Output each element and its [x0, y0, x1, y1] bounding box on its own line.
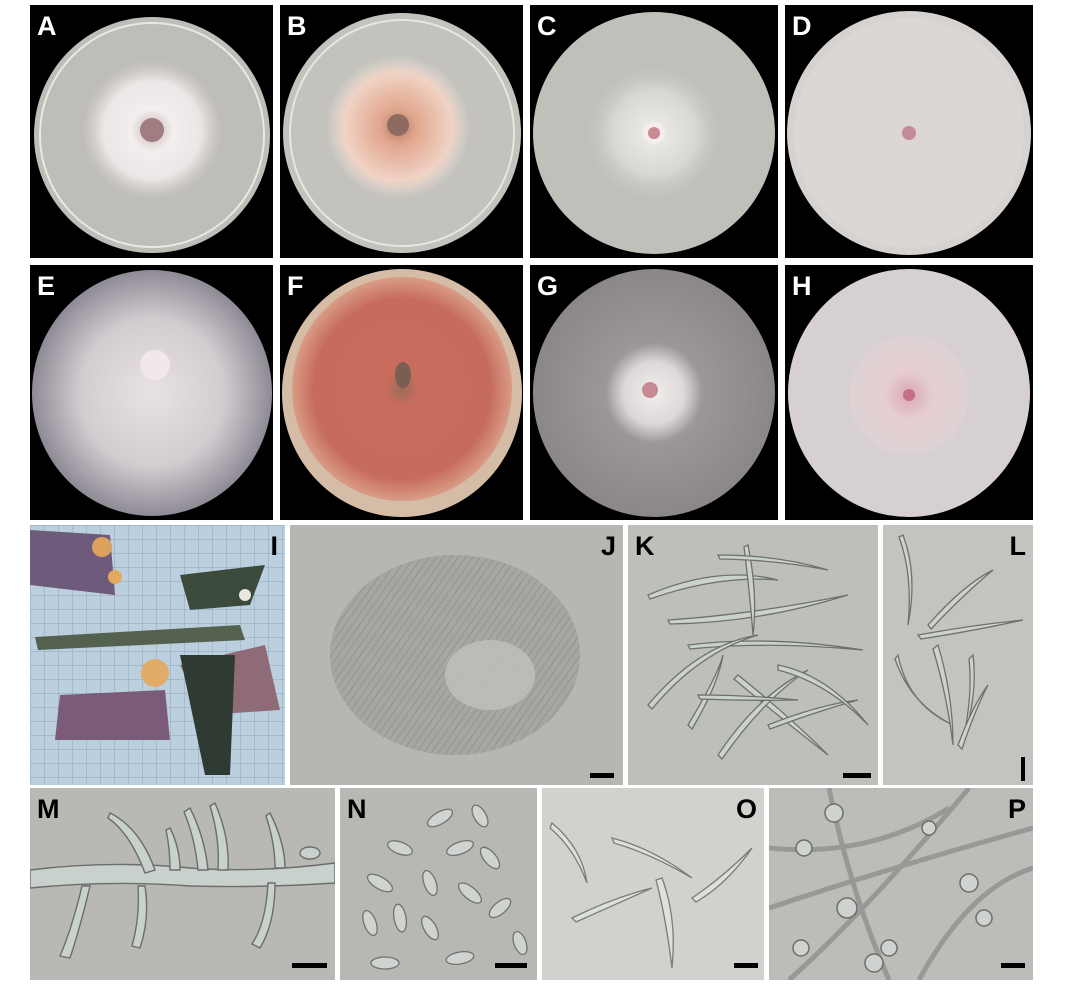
panel-label-c: C — [537, 11, 557, 41]
petri-dish-photo-c — [533, 12, 775, 254]
panel-m: M — [30, 788, 335, 980]
micrograph-conidia-l — [883, 525, 1033, 785]
panel-label-n: N — [347, 794, 367, 824]
petri-dish-photo-a — [34, 17, 270, 253]
panel-o: O — [542, 788, 764, 980]
panel-label-p: P — [1007, 794, 1026, 824]
micrograph-chlamydospores-p — [769, 788, 1033, 980]
panel-j: J — [290, 525, 623, 785]
panel-b: B — [280, 5, 523, 258]
scale-bar-o — [734, 963, 758, 968]
panel-g: G — [530, 265, 778, 520]
petri-dish-photo-b — [283, 13, 521, 253]
panel-label-a: A — [37, 11, 57, 41]
micrograph-conidiophores-m — [30, 788, 335, 980]
panel-label-g: G — [537, 271, 559, 301]
micrograph-conidia-k — [628, 525, 878, 785]
micrograph-conidia-o — [542, 788, 764, 980]
scale-bar-m — [292, 963, 327, 968]
panel-label-e: E — [37, 271, 56, 301]
panel-label-f: F — [287, 271, 304, 301]
scale-bar-l — [1021, 757, 1025, 781]
panel-a: A — [30, 5, 273, 258]
scale-bar-j — [590, 773, 614, 778]
panel-e: E — [30, 265, 273, 520]
plant-tissue-photo-i — [30, 525, 285, 785]
panel-k: K — [628, 525, 878, 785]
panel-label-d: D — [792, 11, 812, 41]
panel-i: I — [30, 525, 285, 785]
panel-label-j: J — [600, 531, 616, 561]
micrograph-j — [290, 525, 623, 785]
scale-bar-p — [1001, 963, 1025, 968]
micrograph-microconidia-n — [340, 788, 537, 980]
panel-label-k: K — [635, 531, 655, 561]
petri-dish-photo-h — [788, 269, 1030, 517]
panel-label-m: M — [37, 794, 60, 824]
panel-label-l: L — [1009, 531, 1027, 561]
scale-bar-k — [843, 773, 871, 778]
scale-bar-n — [495, 963, 527, 968]
panel-label-i: I — [270, 531, 278, 561]
panel-p: P — [769, 788, 1033, 980]
panel-label-b: B — [287, 11, 307, 41]
panel-d: D — [785, 5, 1033, 258]
panel-label-o: O — [735, 794, 757, 824]
panel-label-h: H — [792, 271, 812, 301]
panel-l: L — [883, 525, 1033, 785]
petri-dish-photo-f — [282, 269, 522, 517]
panel-h: H — [785, 265, 1033, 520]
petri-dish-photo-d — [787, 11, 1031, 255]
petri-dish-photo-e — [32, 270, 272, 516]
panel-f: F — [280, 265, 523, 520]
petri-dish-photo-g — [533, 269, 775, 517]
panel-n: N — [340, 788, 537, 980]
panel-c: C — [530, 5, 778, 258]
